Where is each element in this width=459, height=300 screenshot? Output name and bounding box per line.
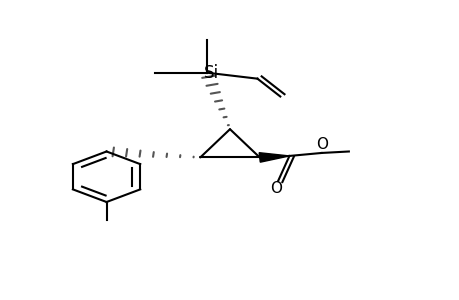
Polygon shape bbox=[258, 153, 289, 162]
Text: O: O bbox=[316, 136, 328, 152]
Text: Si: Si bbox=[204, 64, 219, 82]
Text: O: O bbox=[269, 181, 281, 196]
